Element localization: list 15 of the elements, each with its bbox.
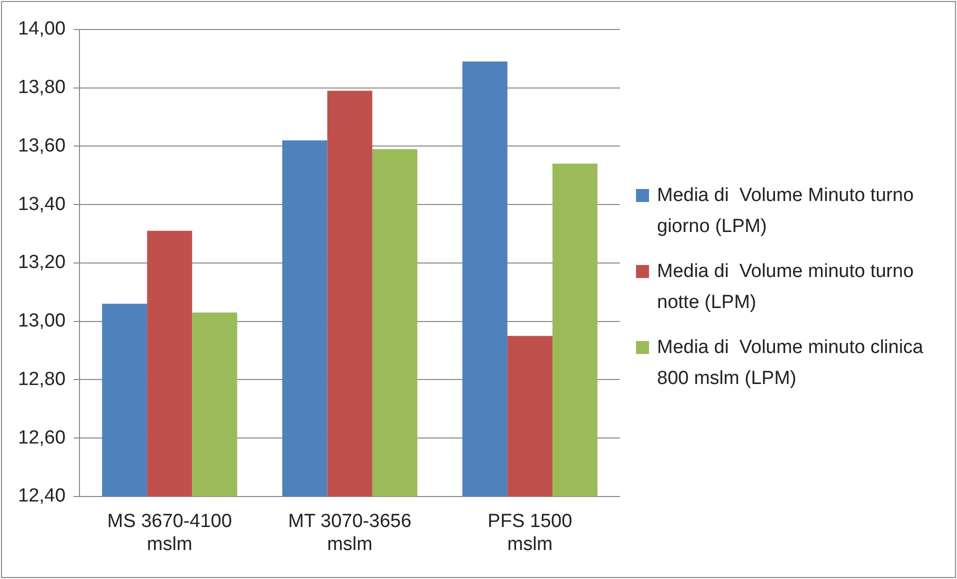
legend-label: Media di Volume Minuto turno giorno (LPM): [657, 184, 915, 239]
legend-label: Media di Volume minuto clinica 800 mslm (LPM): [657, 336, 924, 391]
y-tick-label: 14,00: [18, 18, 66, 40]
y-tick-label: 13,40: [18, 194, 66, 215]
legend-label: Media di Volume minuto turno notte (LPM): [657, 260, 915, 315]
x-tick-label: MS 3670-4100 mslm: [107, 511, 232, 555]
y-tick-label: 13,00: [18, 310, 66, 332]
y-tick-label: 12,60: [18, 427, 66, 448]
x-tick-label: PFS 1500 mslm: [488, 511, 572, 555]
y-tick-label: 12,40: [18, 486, 66, 507]
y-tick-label: 13,60: [18, 135, 66, 156]
y-tick-label: 13,20: [18, 252, 66, 274]
y-tick-label: 13,80: [18, 77, 66, 98]
y-tick-label: 12,80: [18, 368, 66, 390]
x-tick-label: MT 3070-3656 mslm: [288, 511, 412, 555]
